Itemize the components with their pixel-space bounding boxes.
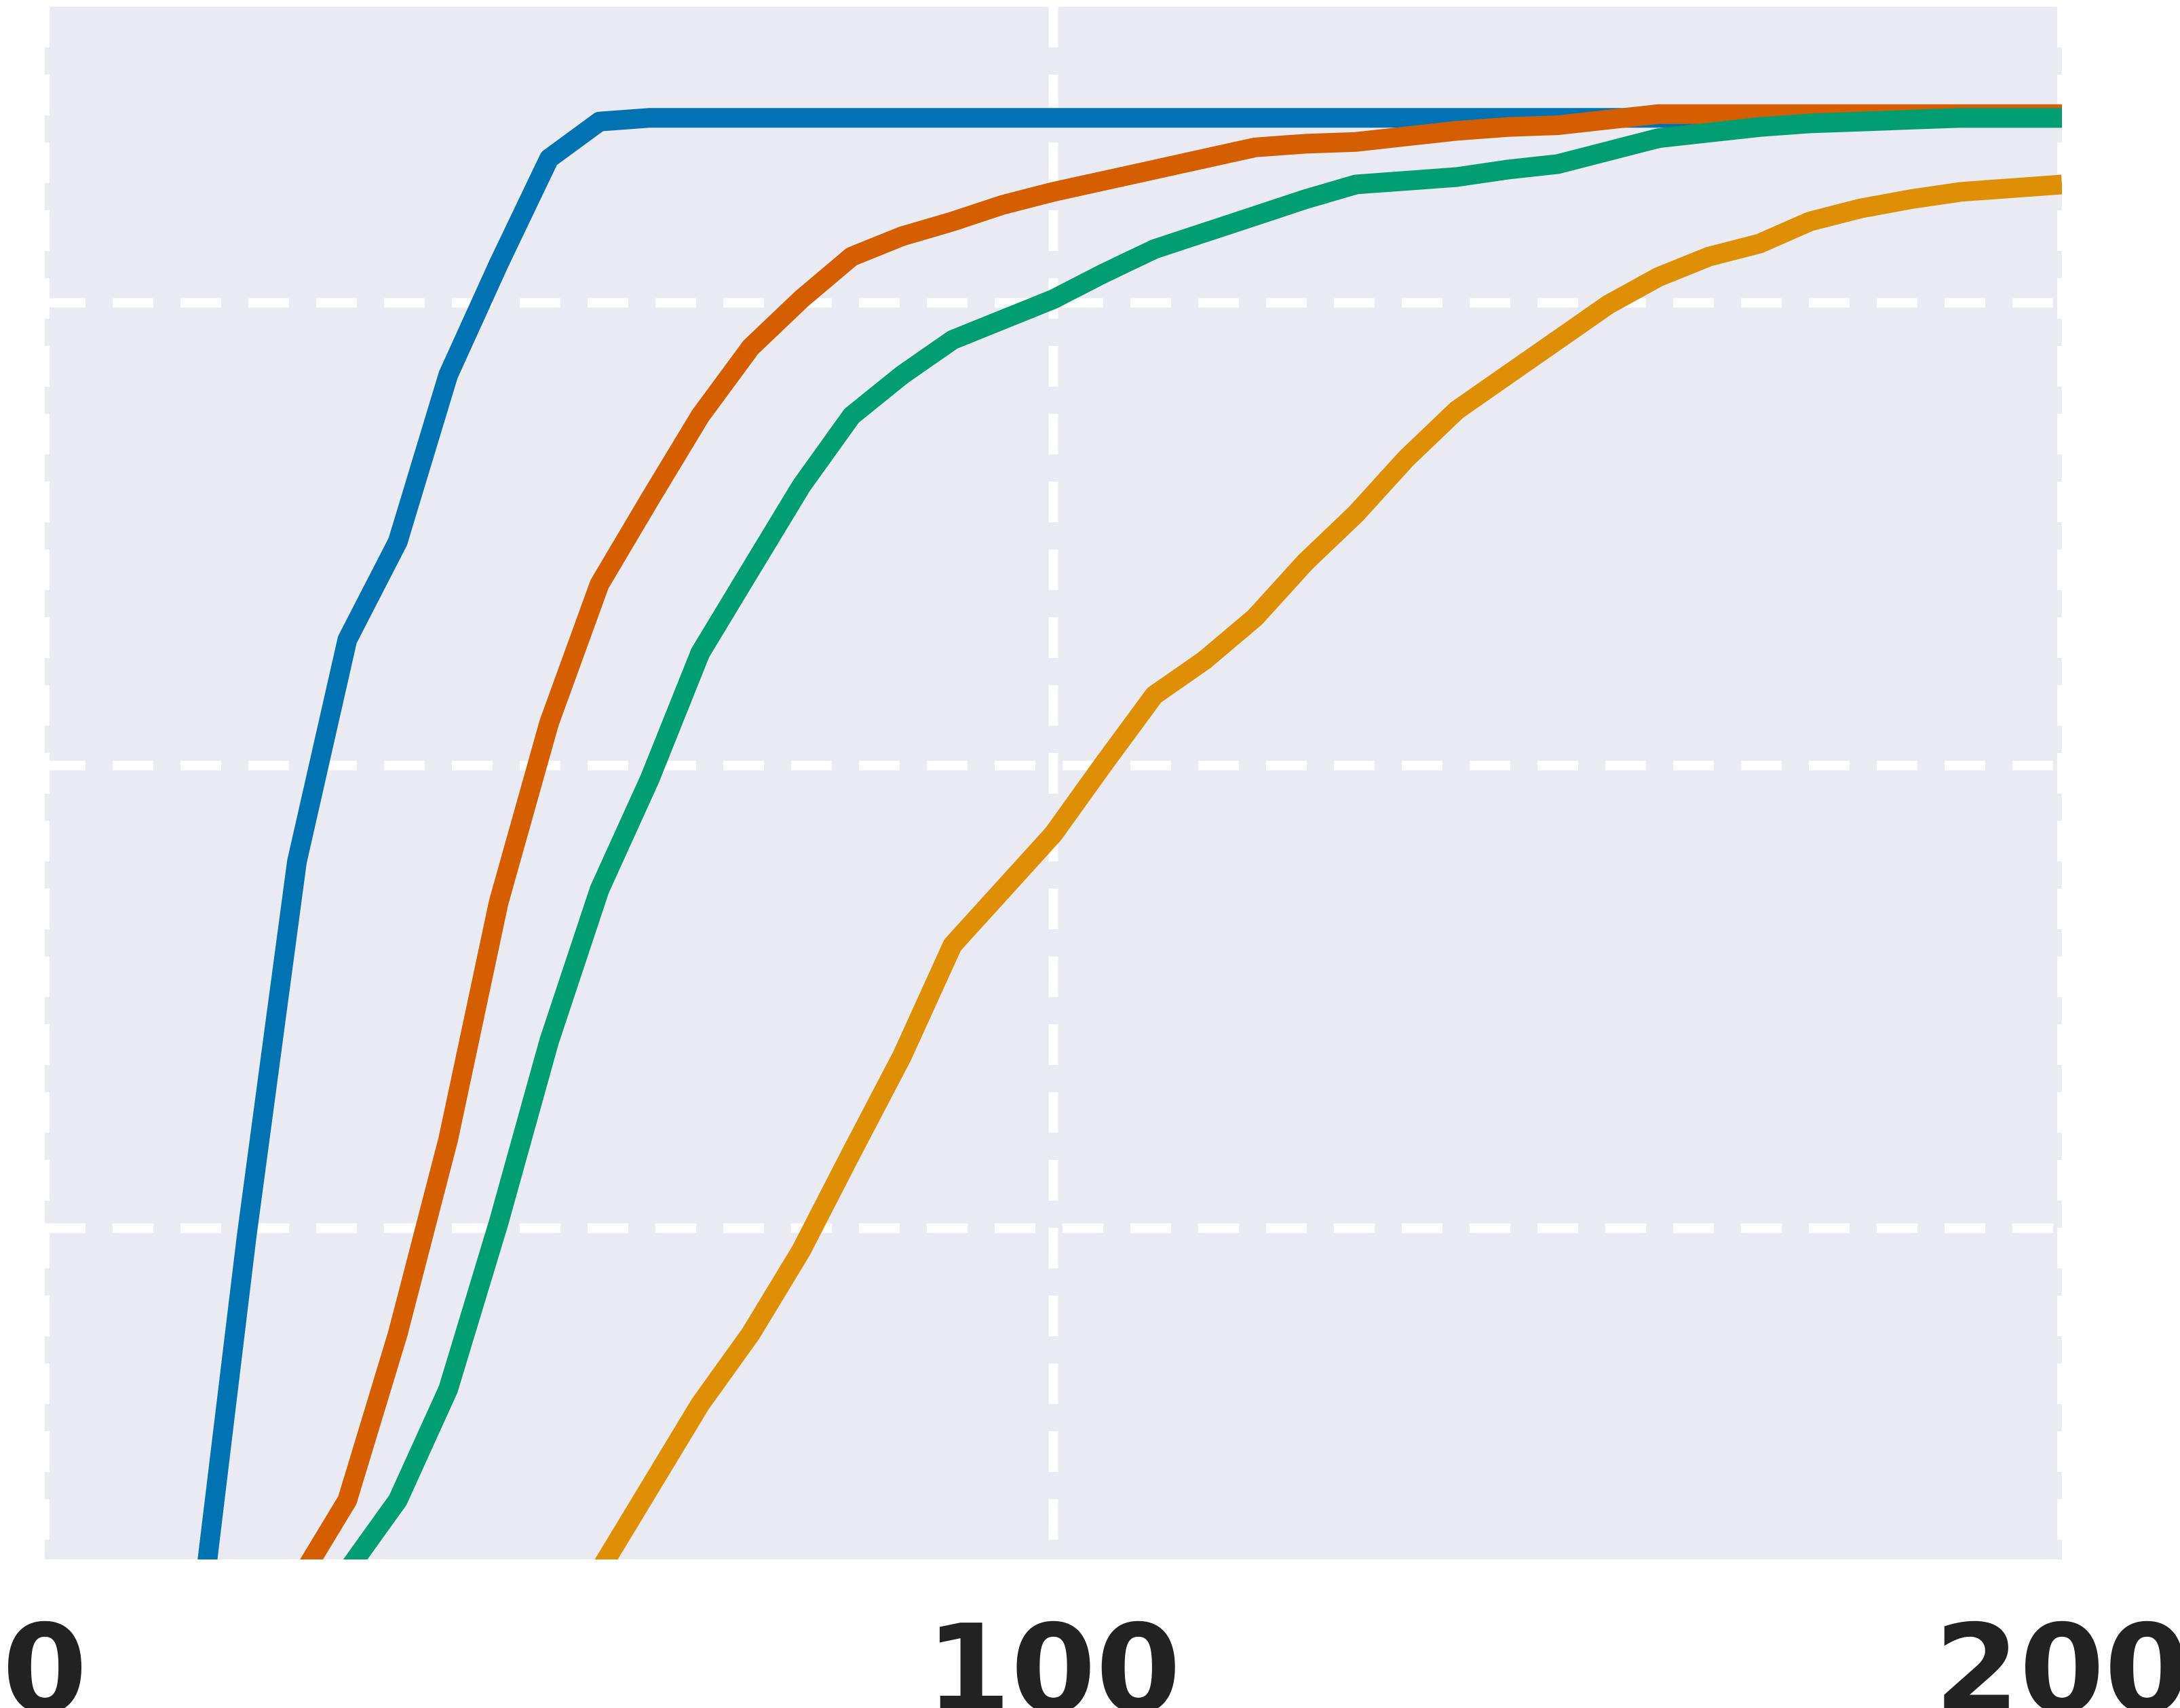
plot-area <box>197 104 2062 1559</box>
series-line <box>343 108 2062 1559</box>
series-line <box>594 174 2062 1559</box>
x-tick-label: 0 <box>2 1599 87 1708</box>
x-tick-label: 100 <box>926 1599 1181 1708</box>
x-tick-label: 200 <box>1934 1599 2180 1708</box>
series-line <box>300 104 2062 1559</box>
